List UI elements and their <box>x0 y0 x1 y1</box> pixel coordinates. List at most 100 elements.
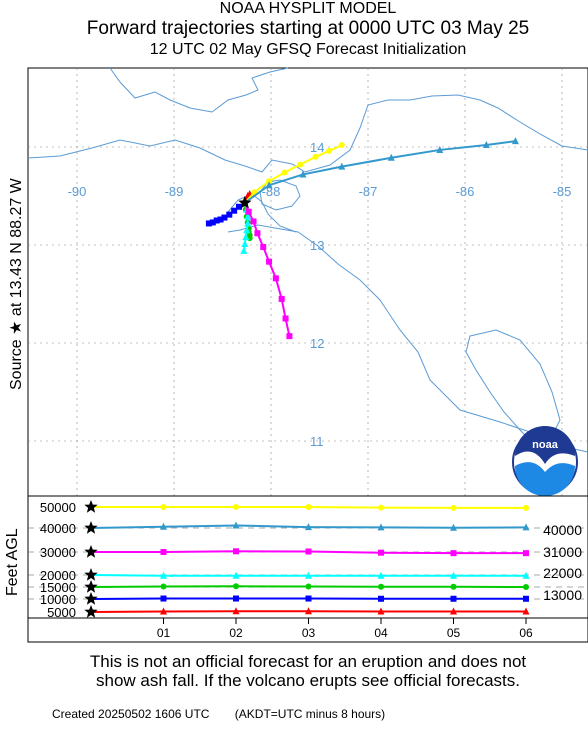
trajectory-point <box>387 153 395 161</box>
altitude-point <box>305 607 312 615</box>
altitude-point <box>233 504 239 510</box>
altitude-y-tick-label: 5000 <box>47 605 76 620</box>
created-timestamp: Created 20250502 1606 UTC <box>52 707 210 721</box>
trajectory-point <box>244 212 252 220</box>
altitude-point <box>232 521 240 529</box>
trajectory-point <box>282 315 289 322</box>
trajectory-point <box>265 181 273 189</box>
trajectory-layer <box>205 137 519 340</box>
altitude-point <box>305 548 312 555</box>
altitude-point <box>450 550 457 557</box>
footer: Created 20250502 1606 UTC (AKDT=UTC minu… <box>52 707 407 721</box>
altitude-point <box>450 595 457 602</box>
altitude-x-tick-label: 06 <box>519 626 533 640</box>
altitude-point <box>233 583 239 590</box>
altitude-right-label: 22000 <box>543 565 582 581</box>
altitude-point <box>450 504 457 511</box>
altitude-right-label: 31000 <box>543 544 582 560</box>
trajectory-line <box>244 140 516 204</box>
altitude-point <box>522 607 530 615</box>
chart-subtitle: 12 UTC 02 May GFSQ Forecast Initializati… <box>149 41 467 58</box>
altitude-y-tick-label: 20000 <box>40 568 76 583</box>
timezone-note: (AKDT=UTC minus 8 hours) <box>234 707 386 721</box>
trajectory-point <box>286 333 293 340</box>
altitude-start-star <box>84 500 98 513</box>
altitude-point <box>523 504 529 511</box>
trajectory-point <box>338 162 346 170</box>
altitude-point <box>305 523 312 531</box>
map-lon-label: -87 <box>359 184 378 199</box>
trajectory-point <box>243 226 251 234</box>
altitude-point <box>232 607 240 615</box>
trajectory-point <box>281 169 288 176</box>
trajectory-point <box>226 211 233 218</box>
altitude-point <box>305 571 312 579</box>
altitude-point <box>160 583 167 590</box>
altitude-y-tick-label: 30000 <box>40 545 76 560</box>
trajectory-point <box>213 217 220 224</box>
trajectory-point <box>205 220 212 227</box>
altitude-series-layer <box>84 500 530 618</box>
trajectory-point <box>260 243 267 250</box>
altitude-point <box>450 523 457 531</box>
trajectory-point <box>338 142 345 149</box>
trajectory-point <box>312 153 319 160</box>
trajectory-point <box>240 246 248 254</box>
trajectory-point <box>242 233 250 241</box>
altitude-point <box>377 571 385 579</box>
model-name: NOAA HYSPLIT MODEL <box>219 0 397 17</box>
trajectory-point <box>326 147 333 154</box>
altitude-start-star <box>84 580 98 593</box>
trajectory-point <box>250 218 257 225</box>
trajectory-point <box>231 207 238 214</box>
trajectory-point <box>221 214 228 221</box>
disclaimer-line-2: show ash fall. If the volcano erupts see… <box>96 671 520 690</box>
trajectory-point <box>297 161 304 168</box>
altitude-point <box>522 523 530 531</box>
trajectory-point <box>217 216 224 223</box>
altitude-point <box>233 595 239 602</box>
altitude-point <box>305 595 312 602</box>
coastline-north <box>27 94 588 173</box>
altitude-start-star <box>84 592 98 605</box>
altitude-point <box>523 595 529 602</box>
altitude-point <box>160 522 167 530</box>
altitude-point <box>522 571 530 579</box>
altitude-point <box>450 571 457 579</box>
noaa-logo-text: noaa <box>532 439 559 451</box>
trajectory-point <box>254 230 261 237</box>
trajectory-point <box>299 170 307 178</box>
altitude-point <box>523 584 529 590</box>
map-lon-label: -86 <box>456 184 475 199</box>
altitude-point <box>377 523 385 531</box>
altitude-point <box>160 549 167 555</box>
trajectory-point <box>235 203 242 210</box>
altitude-x-tick-label: 04 <box>374 626 388 640</box>
disclaimer-line-1: This is not an official forecast for an … <box>89 652 527 671</box>
altitude-point <box>378 583 384 590</box>
noaa-logo: noaa <box>512 426 578 496</box>
altitude-start-star <box>84 568 98 581</box>
map-lon-label: -90 <box>68 184 87 199</box>
altitude-point <box>450 583 457 590</box>
altitude-point <box>233 548 239 555</box>
trajectory-point <box>266 258 273 265</box>
source-star <box>238 195 252 209</box>
map-frame <box>27 67 588 497</box>
altitude-y-tick-label: 15000 <box>40 580 76 595</box>
altitude-point <box>232 571 240 579</box>
map-lon-label: -89 <box>165 184 184 199</box>
disclaimer: This is not an official forecast for an … <box>28 652 588 690</box>
altitude-point <box>305 583 312 590</box>
altitude-point <box>378 504 384 511</box>
altitude-point <box>523 550 529 557</box>
altitude-point <box>450 607 457 615</box>
map-lon-label: -85 <box>553 184 572 199</box>
altitude-point <box>160 607 167 615</box>
altitude-y-tick-label: 10000 <box>40 592 76 607</box>
trajectory-point <box>245 208 252 215</box>
